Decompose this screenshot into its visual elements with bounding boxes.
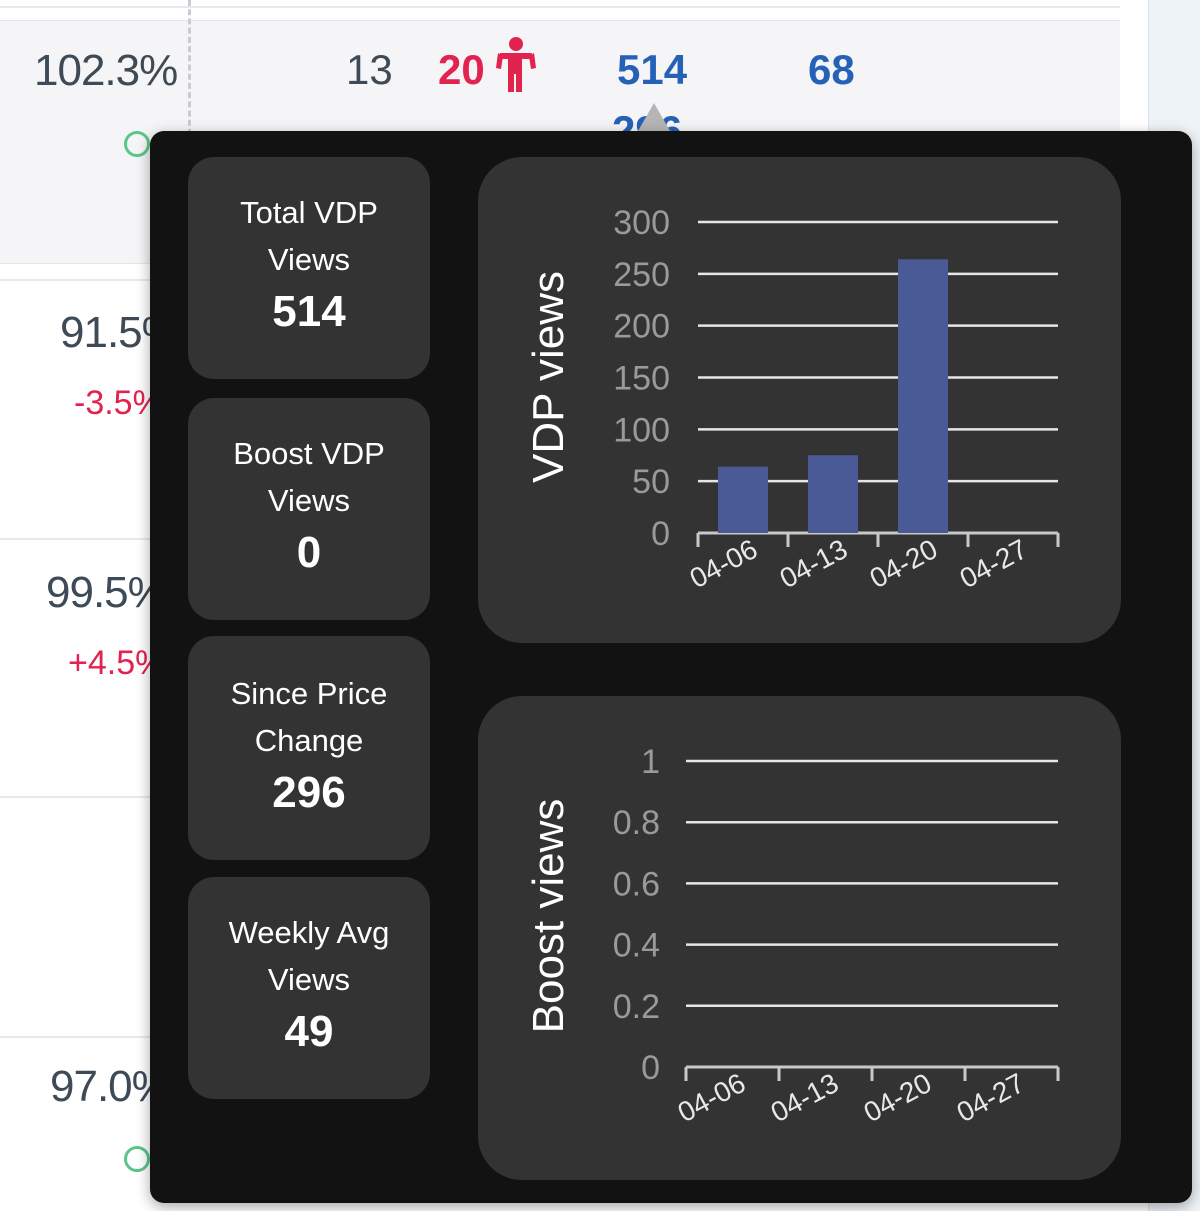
y-tick-label: 0.2 [613,988,660,1026]
table-top-border [0,0,1120,8]
y-tick-label: 200 [613,308,670,346]
column-divider [188,0,191,135]
x-tick-label: 04-13 [775,533,853,594]
y-tick-label: 0.8 [613,804,660,842]
stat-value: 514 [272,287,346,336]
stat-label: Since Price Change [230,676,388,758]
stat-card-total-vdp: Total VDP Views 514 [188,157,430,379]
stat-card-weekly-avg: Weekly Avg Views 49 [188,877,430,1099]
vdp-views-chart: 0 50 100 150 200 250 300 04-06 04-13 04-20 04-27 VD… [478,157,1121,643]
y-tick-label: 50 [632,463,670,501]
y-tick-label: 150 [613,360,670,398]
stat-value: 49 [284,1007,334,1056]
days-on-lot: 13 [346,46,393,93]
stat-card-boost-vdp: Boost VDP Views 0 [188,398,430,620]
leads-count[interactable]: 20 [438,46,485,93]
popover-pointer [638,103,670,131]
y-tick-label: 100 [613,411,670,449]
market-pct: 99.5% [46,568,167,617]
stat-label: Weekly Avg Views [228,915,390,997]
x-tick-label: 04-13 [766,1067,844,1128]
y-tick-label: 0 [651,515,670,553]
stat-value: 0 [296,528,322,577]
y-tick-label: 0 [641,1049,660,1087]
stat-label: Total VDP Views [240,195,378,277]
market-pct: 102.3% [34,46,178,95]
x-tick-label: 04-20 [865,533,943,594]
boost-views-chart: 0 0.2 0.4 0.6 0.8 1 04-06 04-13 04-20 04-27 Boost … [478,696,1121,1180]
x-tick-label: 04-06 [673,1067,751,1128]
pct-delta: -3.5% [74,384,163,422]
bar[interactable] [808,455,858,533]
vdp-stats-popover: Total VDP Views 514 Boost VDP Views 0 Si… [150,131,1192,1203]
status-ok-icon [124,131,150,157]
y-axis-label: Boost views [524,799,573,1034]
pct-delta: +4.5% [68,644,166,682]
stat-value: 296 [272,768,346,817]
x-tick-label: 04-27 [952,1067,1030,1128]
stat-label: Boost VDP Views [233,436,385,518]
person-icon [496,37,536,92]
y-tick-label: 1 [641,743,660,781]
y-axis-label: VDP views [524,271,573,483]
y-tick-label: 250 [613,256,670,294]
vdp-views-link[interactable]: 514 [617,46,688,93]
x-tick-label: 04-20 [859,1067,937,1128]
status-ok-icon [124,1146,150,1172]
y-tick-label: 300 [613,204,670,242]
y-tick-label: 0.6 [613,865,660,903]
y-tick-label: 0.4 [613,927,660,965]
x-tick-label: 04-27 [955,533,1033,594]
x-tick-label: 04-06 [685,533,763,594]
vdp-views-chart-svg: 0 50 100 150 200 250 300 04-06 04-13 04-20 04-27 VD… [524,204,1060,594]
boost-views-chart-svg: 0 0.2 0.4 0.6 0.8 1 04-06 04-13 04-20 04-27 Boost … [524,743,1060,1128]
bar[interactable] [718,466,768,533]
stat-card-since-price-change: Since Price Change 296 [188,636,430,860]
bar[interactable] [898,259,948,533]
extra-metric-link[interactable]: 68 [808,46,855,93]
